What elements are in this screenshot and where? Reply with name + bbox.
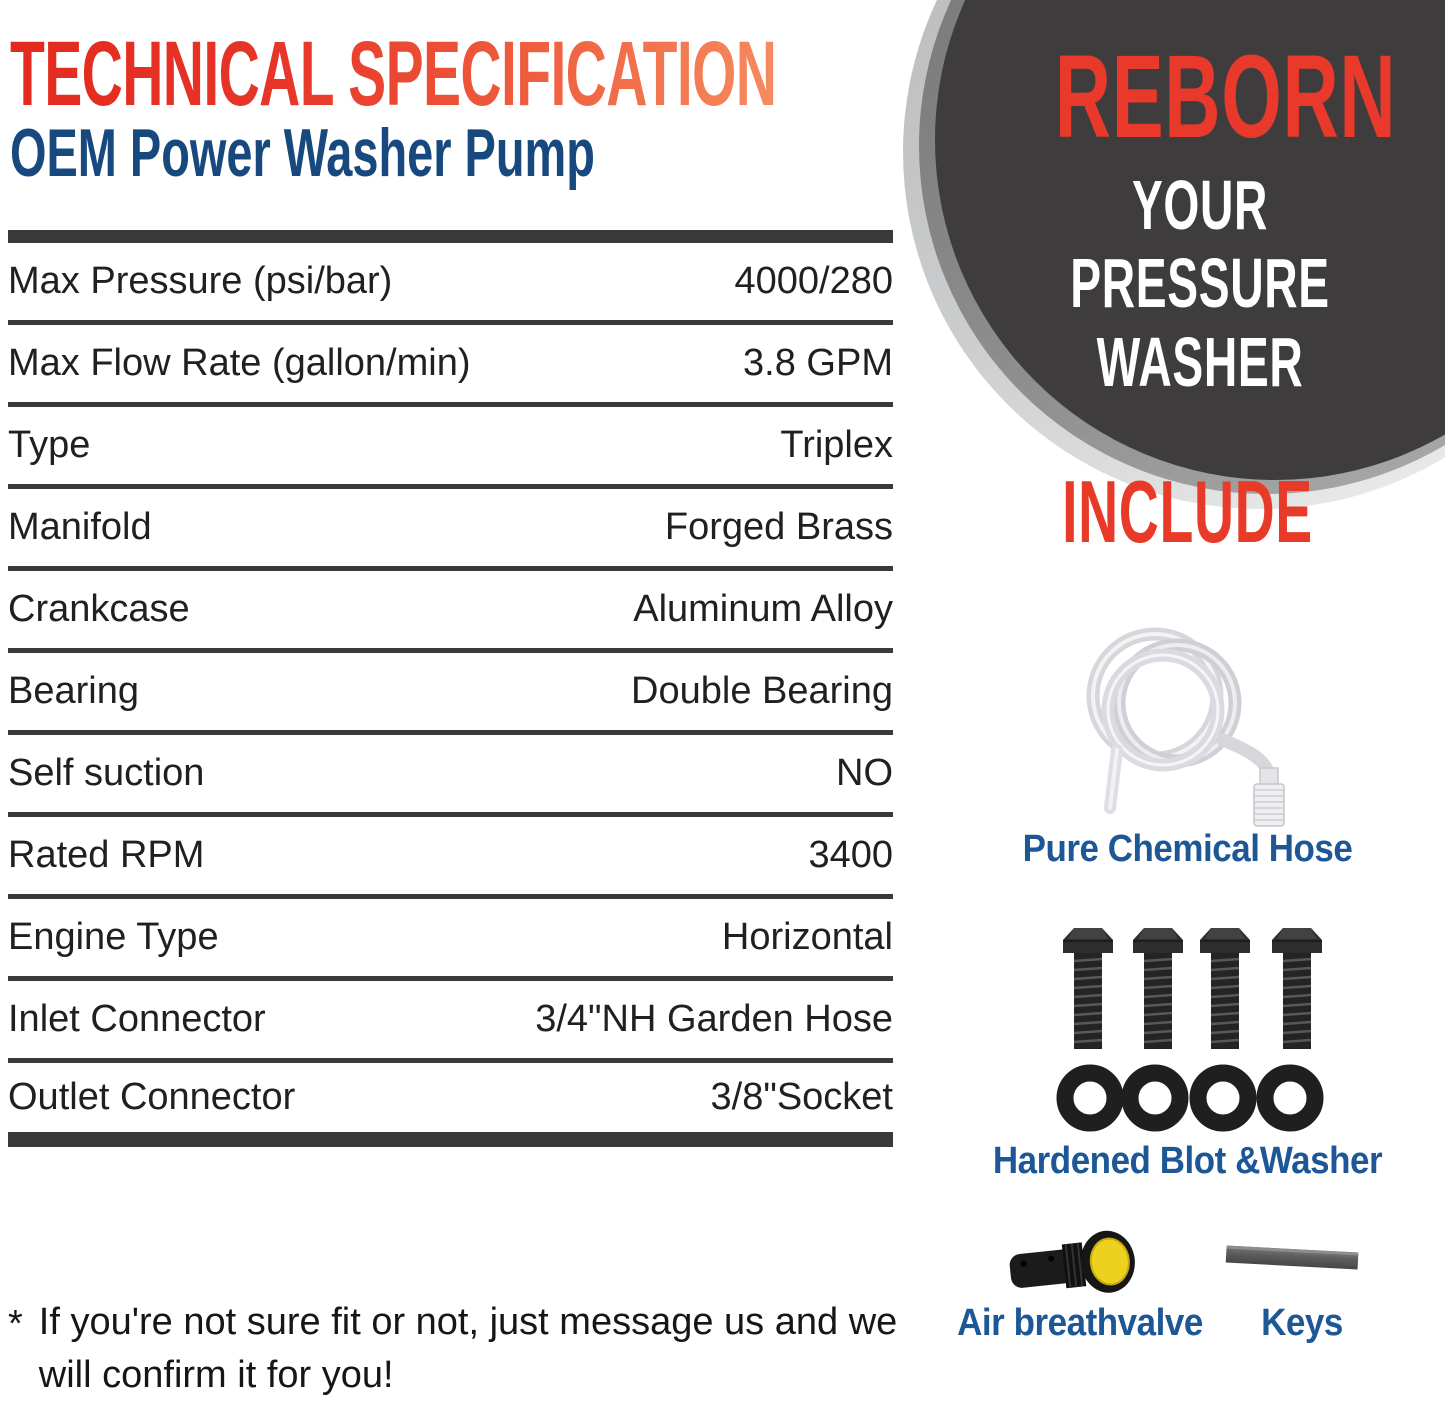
table-row: Outlet Connector 3/8"Socket — [8, 1063, 893, 1147]
spec-label: Type — [8, 424, 91, 466]
table-row: Max Flow Rate (gallon/min) 3.8 GPM — [8, 325, 893, 407]
spec-value: Horizontal — [721, 916, 893, 958]
spec-label: Engine Type — [8, 916, 219, 958]
spec-value: 4000/280 — [734, 260, 894, 302]
spec-label: Self suction — [8, 752, 205, 794]
spec-value: NO — [836, 752, 893, 794]
spec-value: Forged Brass — [664, 506, 893, 548]
badge-line: YOUR — [1131, 166, 1269, 244]
table-row: Rated RPM 3400 — [8, 817, 893, 899]
spec-label: Rated RPM — [8, 834, 205, 876]
spec-label: Crankcase — [8, 588, 190, 630]
spec-table: Max Pressure (psi/bar) 4000/280 Max Flow… — [8, 230, 893, 1147]
spec-value: Aluminum Alloy — [633, 588, 893, 630]
badge-text: REBORN YOUR PRESSURE WASHER — [1054, 31, 1397, 401]
include-item-caption: Hardened Blot &Washer — [992, 1140, 1383, 1182]
spec-value: 3.8 GPM — [743, 342, 893, 384]
spec-value: 3400 — [808, 834, 893, 876]
badge-line: WASHER — [1096, 322, 1304, 401]
table-row: Bearing Double Bearing — [8, 653, 893, 735]
table-row: Self suction NO — [8, 735, 893, 817]
bolts-washers-icon — [1040, 918, 1340, 1133]
spec-label: Manifold — [8, 506, 152, 548]
table-row: Type Triplex — [8, 407, 893, 489]
footnote-asterisk: * — [8, 1303, 23, 1345]
table-row: Crankcase Aluminum Alloy — [8, 571, 893, 653]
footnote-text: If you're not sure fit or not, just mess… — [38, 1301, 898, 1397]
include-title: INCLUDE — [1062, 462, 1313, 561]
footnote: * If you're not sure fit or not, just me… — [8, 1296, 928, 1402]
table-row: Max Pressure (psi/bar) 4000/280 — [8, 243, 893, 325]
spec-label: Bearing — [8, 670, 139, 712]
spec-label: Inlet Connector — [8, 998, 266, 1040]
page-subtitle: OEM Power Washer Pump — [10, 115, 595, 191]
spec-value: 3/8"Socket — [710, 1076, 894, 1118]
page-title: TECHNICAL SPECIFICATION — [10, 23, 777, 125]
spec-value: Double Bearing — [631, 670, 893, 712]
key-bar-icon — [1222, 1240, 1362, 1278]
badge-line: PRESSURE — [1070, 244, 1330, 323]
spec-label: Max Pressure (psi/bar) — [8, 260, 393, 302]
table-row: Engine Type Horizontal — [8, 899, 893, 981]
spec-label: Outlet Connector — [8, 1076, 296, 1118]
include-item-caption: Air breathvalve — [957, 1302, 1203, 1344]
spec-value: 3/4"NH Garden Hose — [535, 998, 893, 1040]
table-row: Inlet Connector 3/4"NH Garden Hose — [8, 981, 893, 1063]
air-breath-valve-icon — [1000, 1228, 1155, 1303]
table-row: Manifold Forged Brass — [8, 489, 893, 571]
include-item-caption: Pure Chemical Hose — [1022, 828, 1353, 870]
chemical-hose-icon — [1055, 610, 1320, 830]
spec-label: Max Flow Rate (gallon/min) — [8, 342, 471, 384]
spec-value: Triplex — [780, 424, 893, 466]
include-item-caption: Keys — [1261, 1302, 1343, 1344]
badge-title: REBORN — [1054, 31, 1397, 163]
